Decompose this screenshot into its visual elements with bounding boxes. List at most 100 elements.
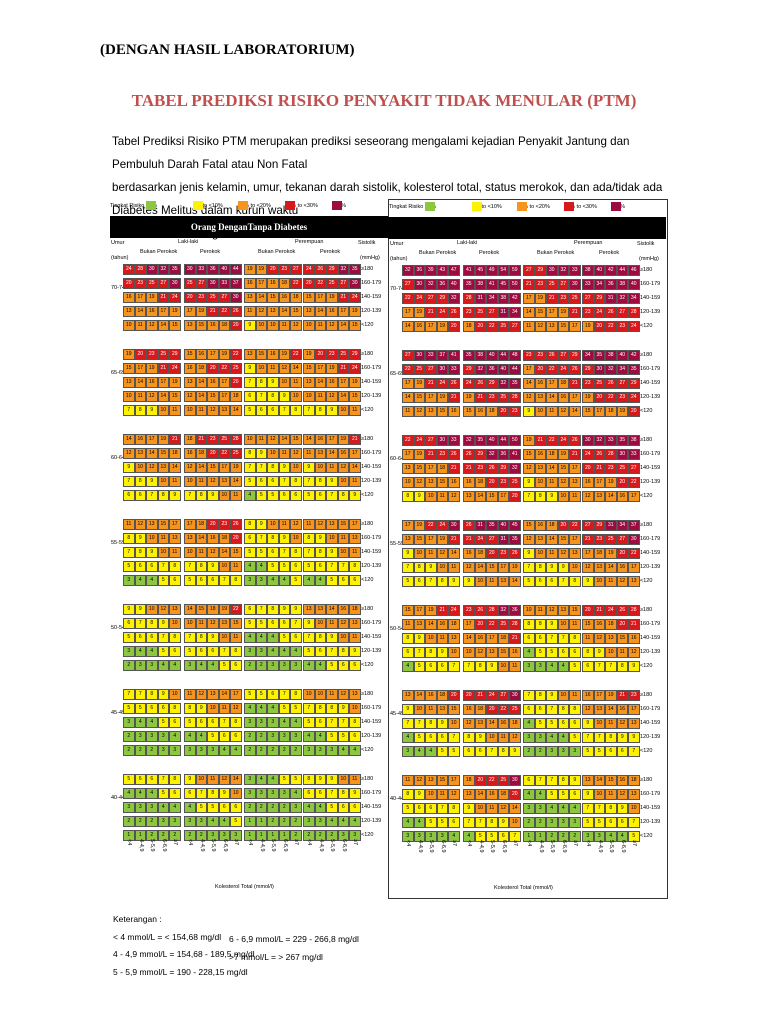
risk-cell: 6 [195,575,207,586]
risk-cell: 4 [425,746,437,757]
risk-cell: 8 [402,633,414,644]
risk-cell: 40 [593,265,605,276]
risk-cell: 10 [218,490,230,501]
risk-cell: 8 [314,632,326,643]
chol-label: 4-4,9 [537,840,544,853]
risk-cell: 27 [523,265,535,276]
risk-cell: 13 [605,633,617,644]
risk-cell: 6 [605,817,617,828]
risk-cell: 10 [402,477,414,488]
risk-cell: 10 [534,477,546,488]
risk-cell: 11 [230,490,242,501]
risk-cell: 21 [534,435,546,446]
risk-cell: 7 [463,661,475,672]
risk-cell: 13 [569,548,581,559]
risk-cell: 8 [349,717,361,728]
risk-cell: 27 [425,364,437,375]
risk-cell: 17 [413,605,425,616]
header-bukan-f: Bukan Perokok [537,250,575,256]
risk-cell: 6 [207,646,219,657]
age-group-label: 50-54 [111,625,126,631]
risk-cell: 8 [290,405,302,416]
risk-cell: 5 [326,660,338,671]
risk-cell: 7 [582,732,594,743]
risk-cell: 9 [326,405,338,416]
risk-cell: 14 [169,462,181,473]
risk-cell: 22 [628,548,640,559]
risk-cell: 13 [184,320,196,331]
risk-cell: 13 [184,533,196,544]
risk-cell: 20 [593,392,605,403]
risk-cell: 9 [255,448,267,459]
risk-cell: 7 [303,632,315,643]
risk-cell: 45 [497,279,509,290]
risk-cell: 2 [134,816,146,827]
risk-cell: 14 [230,405,242,416]
risk-cell: 5 [402,803,414,814]
risk-cell: 6 [267,618,279,629]
risk-cell: 27 [402,279,414,290]
risk-cell: 13 [123,306,135,317]
risk-cell: 7 [448,732,460,743]
risk-cell: 21 [546,293,558,304]
risk-cell: 14 [509,803,521,814]
risk-cell: 9 [402,548,414,559]
risk-cell: 15 [157,519,169,530]
risk-cell: 22 [605,321,617,332]
sbp-label: 140-159 [361,549,382,555]
risk-cell: 30 [184,264,196,275]
risk-cell: 14 [402,392,414,403]
risk-cell: 6 [349,731,361,742]
risk-cell: 21 [463,463,475,474]
risk-cell: 16 [582,690,594,701]
risk-cell: 17 [146,434,158,445]
risk-cell: 14 [230,476,242,487]
risk-cell: 15 [534,307,546,318]
risk-cell: 6 [463,746,475,757]
risk-cell: 14 [278,434,290,445]
risk-cell: 17 [337,377,349,388]
risk-cell: 11 [184,689,196,700]
risk-cell: 5 [425,817,437,828]
risk-cell: 54 [497,265,509,276]
risk-cell: 40 [628,279,640,290]
risk-cell: 4 [402,732,414,743]
risk-cell: 18 [436,690,448,701]
risk-cell: 5 [448,746,460,757]
risk-cell: 3 [169,745,181,756]
risk-cell: 9 [146,547,158,558]
risk-cell: 25 [230,448,242,459]
risk-cell: 21 [628,619,640,630]
risk-cell: 3 [123,802,135,813]
risk-cell: 21 [593,605,605,616]
risk-cell: 13 [534,534,546,545]
risk-cell: 7 [425,576,437,587]
risk-cell: 10 [207,703,219,714]
risk-cell: 15 [290,434,302,445]
risk-cell: 6 [436,732,448,743]
chol-label: 4-4,9 [137,839,144,852]
risk-cell: 3 [230,830,242,841]
risk-cell: 25 [497,775,509,786]
age-group-label: 40-44 [111,795,126,801]
sbp-label: ≥180 [640,607,653,613]
risk-cell: 11 [303,519,315,530]
risk-cell: 11 [244,306,256,317]
risk-cell: 13 [349,533,361,544]
legend-swatch [564,202,574,211]
risk-cell: 15 [267,292,279,303]
chol-label: 5-5,9 [270,839,276,852]
risk-cell: 34 [509,307,521,318]
risk-cell: 24 [628,321,640,332]
risk-cell: 23 [557,293,569,304]
risk-cell: 5 [569,661,581,672]
risk-cell: 24 [436,378,448,389]
risk-cell: 10 [534,406,546,417]
risk-cell: 3 [244,575,256,586]
risk-cell: 11 [303,448,315,459]
risk-cell: 3 [244,717,256,728]
risk-cell: 20 [230,320,242,331]
risk-cell: 25 [497,619,509,630]
risk-cell: 4 [402,661,414,672]
risk-cell: 14 [402,321,414,332]
